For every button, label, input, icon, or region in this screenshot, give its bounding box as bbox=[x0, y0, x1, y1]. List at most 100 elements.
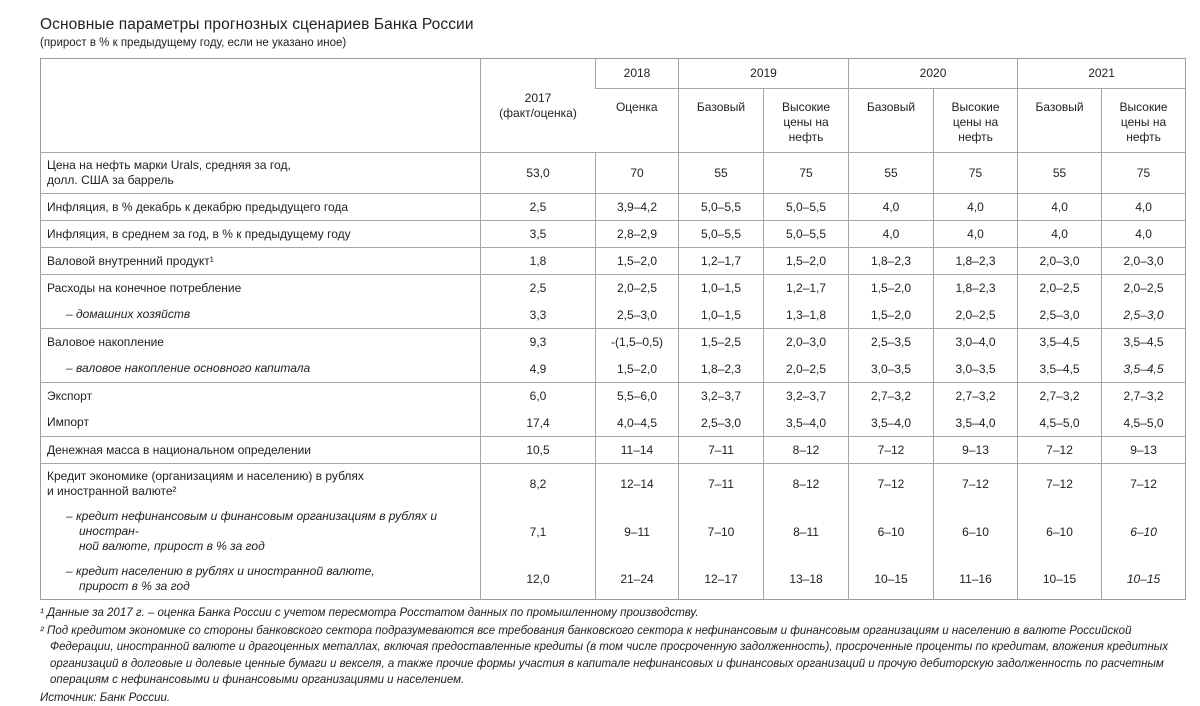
row-gross-capital-formation: Валовое накопление 9,3 -(1,5–0,5) 1,5–2,… bbox=[41, 329, 1186, 356]
value-cell: 7–12 bbox=[1018, 464, 1102, 505]
value-cell: 7–10 bbox=[679, 504, 764, 559]
value-cell: 3,5–4,5 bbox=[1018, 356, 1102, 383]
row-label: Инфляция, в % декабрь к декабрю предыдущ… bbox=[41, 194, 481, 221]
value-cell: 9,3 bbox=[481, 329, 596, 356]
value-cell: 6,0 bbox=[481, 383, 596, 410]
value-cell: 9–13 bbox=[1102, 437, 1186, 464]
value-cell: 4,0 bbox=[1018, 221, 1102, 248]
value-cell: 4,0 bbox=[1102, 194, 1186, 221]
value-cell: 5,5–6,0 bbox=[596, 383, 679, 410]
value-cell: 1,8 bbox=[481, 248, 596, 275]
value-cell: 2,0–3,0 bbox=[1018, 248, 1102, 275]
row-label: Денежная масса в национальном определени… bbox=[41, 437, 481, 464]
value-cell: 7–12 bbox=[849, 437, 934, 464]
scenario-2019-base: Базовый bbox=[679, 89, 764, 153]
row-label: Экспорт bbox=[41, 383, 481, 410]
value-cell: 70 bbox=[596, 153, 679, 194]
value-cell: 3,0–3,5 bbox=[934, 356, 1018, 383]
value-cell: 6–10 bbox=[849, 504, 934, 559]
value-cell: 75 bbox=[1102, 153, 1186, 194]
value-cell: 17,4 bbox=[481, 410, 596, 437]
value-cell: 2,5 bbox=[481, 194, 596, 221]
value-cell: 2,5–3,5 bbox=[849, 329, 934, 356]
value-cell: 55 bbox=[679, 153, 764, 194]
row-label: Инфляция, в среднем за год, в % к предыд… bbox=[41, 221, 481, 248]
value-cell: 11–14 bbox=[596, 437, 679, 464]
row-label: Валовой внутренний продукт¹ bbox=[41, 248, 481, 275]
row-label: Импорт bbox=[41, 410, 481, 437]
value-cell: 4,0 bbox=[849, 194, 934, 221]
value-cell: 2,5–3,0 bbox=[679, 410, 764, 437]
row-gdp: Валовой внутренний продукт¹ 1,8 1,5–2,0 … bbox=[41, 248, 1186, 275]
footnote-1: ¹ Данные за 2017 г. – оценка Банка Росси… bbox=[40, 605, 1190, 622]
value-cell: 1,0–1,5 bbox=[679, 275, 764, 302]
value-cell: 8–11 bbox=[764, 504, 849, 559]
value-cell: 55 bbox=[1018, 153, 1102, 194]
row-credit-organizations: – кредит нефинансовым и финансовым орган… bbox=[41, 504, 1186, 559]
value-cell: 2,0–2,5 bbox=[1018, 275, 1102, 302]
row-households-consumption: – домашних хозяйств 3,3 2,5–3,0 1,0–1,5 … bbox=[41, 302, 1186, 329]
value-cell: 1,8–2,3 bbox=[934, 248, 1018, 275]
value-cell: 8–12 bbox=[764, 464, 849, 505]
value-cell: 5,0–5,5 bbox=[764, 221, 849, 248]
value-cell: 4,5–5,0 bbox=[1018, 410, 1102, 437]
value-cell: 2,0–2,5 bbox=[764, 356, 849, 383]
row-inflation-dec: Инфляция, в % декабрь к декабрю предыдущ… bbox=[41, 194, 1186, 221]
value-cell: 6–10 bbox=[1102, 504, 1186, 559]
value-cell: 1,5–2,0 bbox=[849, 275, 934, 302]
row-label: Расходы на конечное потребление bbox=[41, 275, 481, 302]
value-cell: 5,0–5,5 bbox=[679, 221, 764, 248]
scenario-2020-base: Базовый bbox=[849, 89, 934, 153]
value-cell: 3,5–4,0 bbox=[764, 410, 849, 437]
value-cell: 2,5–3,0 bbox=[596, 302, 679, 329]
page-title: Основные параметры прогнозных сценариев … bbox=[40, 16, 1185, 34]
corner-cell bbox=[41, 59, 481, 153]
value-cell: 7–12 bbox=[1018, 437, 1102, 464]
row-label: – кредит населению в рублях и иностранно… bbox=[41, 559, 481, 600]
source-line: Источник: Банк России. bbox=[40, 690, 1190, 706]
value-cell: 3,0–4,0 bbox=[934, 329, 1018, 356]
page-subtitle: (прирост в % к предыдущему году, если не… bbox=[40, 37, 1185, 49]
header-2021: 2021 bbox=[1018, 59, 1186, 89]
value-cell: 4,9 bbox=[481, 356, 596, 383]
row-label: – валовое накопление основного капитала bbox=[41, 356, 481, 383]
value-cell: 75 bbox=[934, 153, 1018, 194]
forecast-parameters-table: 2017 (факт/оценка) 2018 2019 2020 2021 О… bbox=[40, 58, 1186, 600]
row-export: Экспорт 6,0 5,5–6,0 3,2–3,7 3,2–3,7 2,7–… bbox=[41, 383, 1186, 410]
value-cell: 2,7–3,2 bbox=[1102, 383, 1186, 410]
value-cell: 1,8–2,3 bbox=[679, 356, 764, 383]
value-cell: 2,5–3,0 bbox=[1018, 302, 1102, 329]
value-cell: 11–16 bbox=[934, 559, 1018, 600]
row-credit-economy: Кредит экономике (организациям и населен… bbox=[41, 464, 1186, 505]
value-cell: 4,0–4,5 bbox=[596, 410, 679, 437]
value-cell: 4,0 bbox=[849, 221, 934, 248]
value-cell: 5,0–5,5 bbox=[764, 194, 849, 221]
value-cell: 4,5–5,0 bbox=[1102, 410, 1186, 437]
value-cell: 1,5–2,5 bbox=[679, 329, 764, 356]
header-2019: 2019 bbox=[679, 59, 849, 89]
value-cell: 10–15 bbox=[849, 559, 934, 600]
row-label: Кредит экономике (организациям и населен… bbox=[41, 464, 481, 505]
value-cell: 3,5–4,5 bbox=[1102, 356, 1186, 383]
value-cell: 1,5–2,0 bbox=[596, 248, 679, 275]
row-gross-fixed-capital: – валовое накопление основного капитала … bbox=[41, 356, 1186, 383]
row-label: Цена на нефть марки Urals, средняя за го… bbox=[41, 153, 481, 194]
header-year-row: 2017 (факт/оценка) 2018 2019 2020 2021 bbox=[41, 59, 1186, 89]
scenario-2021-high-oil: Высокие цены на нефть bbox=[1102, 89, 1186, 153]
value-cell: 53,0 bbox=[481, 153, 596, 194]
value-cell: 1,8–2,3 bbox=[849, 248, 934, 275]
value-cell: 1,5–2,0 bbox=[849, 302, 934, 329]
value-cell: 10,5 bbox=[481, 437, 596, 464]
value-cell: 8–12 bbox=[764, 437, 849, 464]
value-cell: 2,0–3,0 bbox=[764, 329, 849, 356]
value-cell: 1,3–1,8 bbox=[764, 302, 849, 329]
scenario-2019-high-oil: Высокие цены на нефть bbox=[764, 89, 849, 153]
row-label: Валовое накопление bbox=[41, 329, 481, 356]
value-cell: 2,8–2,9 bbox=[596, 221, 679, 248]
row-label: – кредит нефинансовым и финансовым орган… bbox=[41, 504, 481, 559]
value-cell: 3,5 bbox=[481, 221, 596, 248]
value-cell: 1,5–2,0 bbox=[764, 248, 849, 275]
value-cell: 3,5–4,5 bbox=[1018, 329, 1102, 356]
value-cell: 7–11 bbox=[679, 464, 764, 505]
value-cell: 1,8–2,3 bbox=[934, 275, 1018, 302]
